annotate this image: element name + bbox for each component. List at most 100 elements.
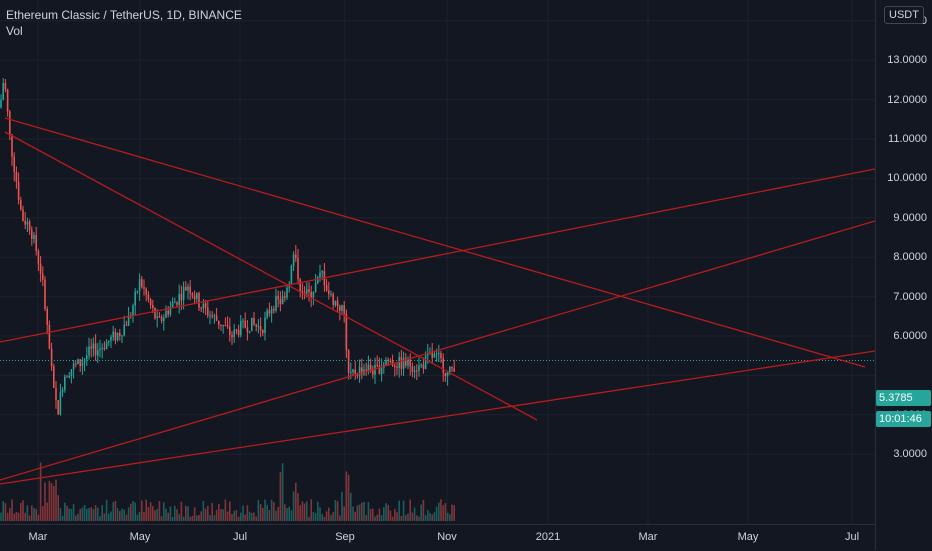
- volume-bar: [185, 505, 187, 521]
- volume-bar: [26, 505, 29, 521]
- candle-body: [141, 279, 143, 288]
- volume-bar: [147, 506, 150, 521]
- candle-body: [369, 364, 372, 371]
- candle-body: [361, 367, 363, 375]
- candle-body: [284, 296, 286, 298]
- volume-bar: [396, 512, 398, 521]
- candle-body: [185, 287, 187, 291]
- trendline-drawings[interactable]: [0, 0, 875, 524]
- candle-body: [347, 350, 350, 373]
- currency-label[interactable]: USDT: [884, 6, 924, 24]
- volume-bar: [222, 509, 224, 521]
- candle-body: [22, 209, 24, 221]
- volume-bar: [334, 499, 337, 521]
- price-axis-label: 7.0000: [893, 290, 927, 303]
- volume-bar: [9, 508, 11, 521]
- candle-body: [253, 317, 255, 325]
- volume-indicator-label[interactable]: Vol: [6, 24, 23, 38]
- volume-bar: [50, 483, 53, 521]
- volume-bar: [339, 515, 341, 521]
- volume-bar: [231, 513, 233, 521]
- volume-bar: [163, 502, 165, 521]
- candle-body: [215, 315, 218, 321]
- volume-bar: [64, 502, 66, 521]
- volume-bar: [215, 509, 218, 521]
- candle-body: [160, 317, 163, 322]
- volume-bar: [281, 463, 284, 521]
- volume-bar: [88, 508, 90, 521]
- symbol-title[interactable]: Ethereum Classic / TetherUS, 1D, BINANCE: [6, 8, 242, 22]
- candle-body: [427, 352, 429, 356]
- volume-bar: [119, 511, 121, 521]
- volume-bar: [266, 504, 268, 521]
- chart-legend: Ethereum Classic / TetherUS, 1D, BINANCE…: [6, 8, 242, 38]
- volume-bar: [108, 513, 110, 521]
- volume-bar: [116, 508, 119, 521]
- volume-bar: [385, 503, 387, 521]
- candle-body: [374, 364, 376, 375]
- volume-bar: [367, 502, 370, 521]
- price-axis-label: 13.0000: [887, 54, 927, 67]
- time-axis[interactable]: Mar May Jul Sep Nov 2021 Mar May Jul: [0, 524, 875, 551]
- candle-body: [178, 293, 180, 305]
- volume-bar: [202, 500, 205, 521]
- candle-body: [325, 285, 328, 291]
- candle-body: [92, 343, 95, 349]
- candle-body: [312, 291, 315, 298]
- volume-bar: [28, 515, 31, 521]
- volume-bar: [33, 508, 35, 521]
- volume-bar: [420, 504, 422, 521]
- volume-bar: [2, 501, 4, 521]
- volume-bar: [55, 479, 57, 521]
- time-axis-label: Jul: [844, 531, 860, 543]
- volume-bar: [361, 502, 363, 521]
- price-axis[interactable]: 14.000013.000012.000011.000010.00009.000…: [875, 0, 932, 550]
- volume-bar: [211, 502, 213, 521]
- candle-body: [77, 359, 79, 364]
- candle-body: [17, 182, 20, 201]
- volume-bar: [306, 501, 308, 521]
- candle-body: [442, 357, 444, 373]
- volume-bar: [416, 515, 418, 521]
- volume-bar: [57, 495, 59, 521]
- candle-body: [39, 263, 42, 274]
- volume-bar: [160, 516, 163, 521]
- candle-body: [35, 235, 37, 252]
- volume-bar: [174, 505, 176, 521]
- candle-body: [306, 289, 308, 294]
- candle-body: [57, 400, 59, 415]
- chart-area[interactable]: Ethereum Classic / TetherUS, 1D, BINANCE…: [0, 0, 875, 524]
- volume-bar: [61, 515, 64, 521]
- volume-bar: [435, 506, 438, 521]
- candle-body: [339, 306, 341, 311]
- trendline: [4, 117, 866, 368]
- volume-bar: [145, 499, 147, 521]
- volume-bar: [83, 505, 86, 521]
- volume-bar: [354, 511, 356, 521]
- candle-body: [86, 355, 88, 360]
- candle-body: [385, 359, 387, 365]
- candle-body: [341, 305, 343, 311]
- volume-bar: [433, 512, 436, 521]
- volume-bar: [193, 507, 196, 521]
- candle-body: [9, 111, 11, 135]
- volume-bar: [24, 512, 26, 521]
- volume-bar: [273, 502, 275, 521]
- candle-body: [147, 294, 150, 300]
- volume-bar: [352, 506, 354, 521]
- candle-body: [152, 305, 154, 309]
- candle-body: [350, 372, 352, 374]
- candle-body: [295, 254, 297, 259]
- volume-bar: [400, 515, 403, 521]
- candle-body: [270, 308, 273, 314]
- volume-bar: [268, 510, 271, 521]
- candle-body: [149, 299, 152, 306]
- volume-bar: [68, 508, 70, 521]
- volume-bar: [229, 501, 231, 521]
- candle-body: [75, 363, 77, 365]
- candle-body: [105, 342, 108, 350]
- candle-body: [182, 287, 185, 301]
- candle-body: [286, 287, 288, 298]
- volume-bar: [233, 510, 235, 521]
- candle-body: [334, 300, 337, 306]
